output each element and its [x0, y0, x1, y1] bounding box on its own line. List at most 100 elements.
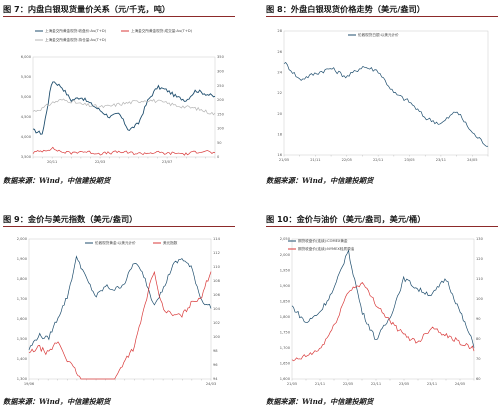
- title-divider: [3, 16, 235, 17]
- left-axis-tick-label: 1,500: [17, 337, 28, 341]
- left-axis-tick-label: 22: [277, 91, 282, 95]
- left-axis-tick-label: 6,000: [21, 55, 32, 59]
- right-axis-tick-label: 112: [213, 251, 220, 255]
- figure-title: 图 8：外盘白银现货价格走势（美元/盎司）: [266, 4, 425, 14]
- left-axis-tick-label: 1,300: [17, 377, 28, 381]
- chart-panel: 28 26 24 22 20 18 16 21/05 21/11 22/05 22/11 23/05 2…: [266, 19, 498, 167]
- legend-label: 上海金交所黄金现货:收盘价:Au(T+D): [45, 28, 107, 33]
- left-axis-tick-label: 18: [277, 133, 282, 137]
- left-axis-tick-label: 28: [277, 29, 282, 33]
- series-line: [283, 62, 489, 147]
- x-axis-tick-label: 22/11: [373, 158, 383, 162]
- plot-frame: [291, 238, 475, 380]
- legend-label: 上海金交所黄金现货:成交量:Au(T+D): [131, 28, 193, 33]
- right-axis-tick-label: 120: [476, 257, 484, 261]
- x-axis-tick-label: 20/11: [47, 160, 57, 164]
- right-axis-tick-label: 0: [217, 155, 220, 159]
- left-axis-tick-label: 1,750: [280, 331, 291, 335]
- x-axis-tick-label: 19/06: [24, 382, 35, 386]
- x-axis-tick-label: 22/05: [342, 158, 352, 162]
- x-axis-tick-label: 23/07: [162, 160, 172, 164]
- figure-title: 图 7：内盘白银现货量价关系（元/千克，吨）: [3, 4, 171, 14]
- series-line: [32, 98, 216, 116]
- right-axis-tick-label: 90: [476, 317, 481, 321]
- chart-svg: 2,050 2,000 1,950 1,900 1,850 1,800 1,750 1,700…: [280, 237, 484, 386]
- left-axis-tick-label: 3,500: [21, 155, 32, 159]
- right-axis-tick-label: 104: [213, 307, 221, 311]
- left-axis-tick-label: 2,050: [280, 237, 291, 241]
- right-axis-tick-label: 60: [476, 377, 481, 381]
- figure-title: 图 9：金价与美元指数（美元/盎司）: [3, 214, 138, 224]
- series-line: [28, 255, 212, 351]
- left-axis-tick-label: 5,500: [21, 75, 32, 79]
- series-line: [291, 249, 475, 348]
- right-axis-tick-label: 200: [217, 98, 225, 102]
- legend-label: 期货收盘价(连续):NYMEX轻质原油: [298, 246, 355, 251]
- series-line: [291, 282, 475, 362]
- right-axis-tick-label: 108: [213, 279, 221, 283]
- x-axis-tick-label: 23/05: [404, 158, 414, 162]
- plot-frame: [283, 30, 489, 156]
- chart-panel: 2,000 1,900 1,800 1,700 1,600 1,500 1,400 1,300…: [3, 229, 235, 389]
- left-axis-tick-label: 5,000: [21, 95, 32, 99]
- chart-svg: 6,000 5,500 5,000 4,500 4,000 3,500 350 300 250 2…: [21, 28, 225, 164]
- x-axis-tick-label: 21/11: [315, 382, 325, 386]
- right-axis-tick-label: 106: [213, 293, 221, 297]
- left-axis-tick-label: 1,600: [280, 377, 291, 381]
- x-axis-tick-label: 22/05: [343, 382, 353, 386]
- right-axis-tick-label: 96: [213, 363, 218, 367]
- left-axis-tick-label: 1,800: [17, 277, 28, 281]
- legend-label: 伦敦现货黄金:以美元计价: [95, 240, 136, 245]
- plot-frame: [28, 238, 212, 380]
- right-axis-tick-label: 300: [217, 69, 225, 73]
- chart-panel: 2,050 2,000 1,950 1,900 1,850 1,800 1,750 1,700…: [266, 229, 498, 389]
- left-axis-tick-label: 4,000: [21, 135, 32, 139]
- chart-panel: 6,000 5,500 5,000 4,500 4,000 3,500 350 300 250 2…: [3, 19, 235, 167]
- left-axis-tick-label: 2,000: [280, 253, 291, 257]
- source-note: 数据来源：Wind，中信建投期货: [3, 176, 111, 185]
- right-axis-tick-label: 130: [476, 237, 484, 241]
- source-note: 数据来源：Wind，中信建投期货: [3, 397, 111, 406]
- left-axis-tick-label: 1,700: [280, 346, 291, 350]
- x-axis-tick-label: 23/11: [436, 158, 446, 162]
- plot-frame: [32, 56, 216, 158]
- x-axis-tick-label: 24/03: [206, 382, 216, 386]
- right-axis-tick-label: 100: [217, 127, 225, 131]
- right-axis-tick-label: 110: [476, 277, 484, 281]
- right-axis-tick-label: 100: [476, 297, 484, 301]
- right-axis-tick-label: 70: [476, 357, 481, 361]
- legend-label: 期货收盘价(连续):COMEX黄金: [298, 238, 348, 243]
- left-axis-tick-label: 20: [277, 112, 282, 116]
- right-axis-tick-label: 114: [213, 237, 221, 241]
- source-note: 数据来源：Wind，中信建投期货: [266, 176, 374, 185]
- right-axis-tick-label: 110: [213, 265, 221, 269]
- series-line: [32, 81, 216, 135]
- left-axis-tick-label: 1,900: [17, 257, 28, 261]
- left-axis-tick-label: 26: [277, 50, 282, 54]
- right-axis-tick-label: 350: [217, 55, 225, 59]
- title-divider: [266, 226, 498, 227]
- left-axis-tick-label: 1,850: [280, 299, 291, 303]
- left-axis-tick-label: 1,600: [17, 317, 28, 321]
- source-note: 数据来源：Wind，中信建投期货: [266, 397, 374, 406]
- right-axis-tick-label: 100: [213, 335, 221, 339]
- left-axis-tick-label: 1,900: [280, 284, 291, 288]
- left-axis-tick-label: 1,650: [280, 362, 291, 366]
- x-axis-tick-label: 21/05: [279, 158, 289, 162]
- x-axis-tick-label: 21/11: [310, 158, 320, 162]
- left-axis-tick-label: 4,500: [21, 115, 32, 119]
- x-axis-tick-label: 21/05: [287, 382, 297, 386]
- left-axis-tick-label: 1,950: [280, 268, 291, 272]
- right-axis-tick-label: 150: [217, 112, 225, 116]
- x-axis-tick-label: 23/05: [399, 382, 409, 386]
- x-axis-tick-label: 24/05: [467, 158, 477, 162]
- x-axis-tick-label: 22/11: [371, 382, 381, 386]
- right-axis-tick-label: 94: [213, 377, 218, 381]
- title-divider: [266, 16, 498, 17]
- left-axis-tick-label: 1,800: [280, 315, 291, 319]
- right-axis-tick-label: 98: [213, 349, 218, 353]
- chart-svg: 2,000 1,900 1,800 1,700 1,600 1,500 1,400 1,300…: [17, 237, 221, 386]
- legend-label: 伦敦现货白银:以美元计价: [358, 32, 399, 37]
- legend-label: 美元指数: [163, 240, 178, 245]
